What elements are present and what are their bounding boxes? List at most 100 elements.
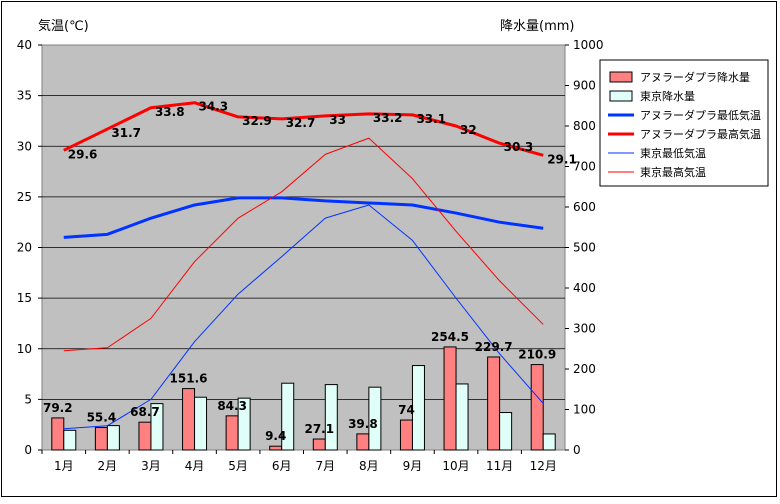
- legend-label: アヌラーダプラ降水量: [640, 70, 750, 84]
- bar: [411, 365, 425, 451]
- line-data-label: 33.2: [373, 111, 403, 125]
- grid-lines: [42, 95, 565, 400]
- bar-data-label: 9.4: [265, 429, 286, 443]
- bar: [269, 445, 283, 451]
- bar-data-label: 151.6: [170, 372, 208, 386]
- bar-data-label: 55.4: [87, 411, 117, 425]
- bar: [356, 433, 370, 451]
- bar: [51, 417, 65, 451]
- y-right-tick-label: 100: [573, 403, 596, 417]
- bar: [530, 364, 544, 451]
- y-right-tick-label: 200: [573, 362, 596, 376]
- bar-data-label: 68.7: [130, 405, 160, 419]
- y-right-tick-label: 500: [573, 241, 596, 255]
- y-left-tick-label: 40: [17, 38, 32, 52]
- bar: [150, 403, 164, 451]
- bar: [63, 429, 77, 451]
- x-tick-label: 9月: [403, 459, 423, 473]
- bar: [487, 356, 501, 451]
- legend-label: アヌラーダプラ最高気温: [640, 127, 761, 141]
- line-data-label: 32.7: [286, 116, 316, 130]
- bar: [312, 438, 326, 451]
- bar: [94, 427, 108, 451]
- bar-layer: [51, 346, 556, 451]
- bar: [399, 419, 413, 451]
- line-data-label: 30.3: [504, 140, 534, 154]
- line-data-label: 33.8: [155, 105, 185, 119]
- bar-data-label: 74: [398, 403, 415, 417]
- bar: [194, 396, 208, 451]
- x-tick-label: 6月: [272, 459, 292, 473]
- series-line: [63, 137, 544, 352]
- data-label-layer: 79.2 55.4 68.7 151.6 84.3 9.4 27.1 39.8 74 254.5 2…: [43, 100, 577, 443]
- legend-swatch: [609, 71, 633, 83]
- x-tick-label: 8月: [359, 459, 379, 473]
- axis-layer: 0510152025303540010020030040050060070080…: [17, 38, 604, 473]
- y-left-tick-label: 15: [17, 291, 32, 305]
- x-tick-label: 12月: [530, 459, 557, 473]
- bar: [455, 383, 469, 451]
- y-right-tick-label: 0: [573, 443, 581, 457]
- y-right-tick-label: 1000: [573, 38, 604, 52]
- bar: [138, 421, 152, 451]
- y-right-tick-label: 400: [573, 281, 596, 295]
- bar: [106, 425, 120, 451]
- y-axis-right-title: 降水量(mm): [500, 19, 574, 34]
- y-right-tick-label: 300: [573, 322, 596, 336]
- legend-label: 東京最低気温: [640, 146, 706, 160]
- bar-data-label: 84.3: [217, 399, 247, 413]
- x-tick-label: 11月: [486, 459, 513, 473]
- x-tick-label: 2月: [98, 459, 118, 473]
- bar: [368, 386, 382, 451]
- series-line: [63, 204, 544, 430]
- y-axis-left-title: 気温(℃): [38, 18, 89, 34]
- bar: [182, 388, 196, 451]
- x-tick-label: 5月: [228, 459, 248, 473]
- x-tick-label: 1月: [54, 459, 74, 473]
- bar-data-label: 27.1: [304, 422, 334, 436]
- y-left-tick-label: 35: [17, 89, 32, 103]
- x-tick-label: 10月: [442, 459, 469, 473]
- y-right-tick-label: 700: [573, 160, 596, 174]
- y-left-tick-label: 0: [24, 443, 32, 457]
- legend: アヌラーダプラ降水量東京降水量アヌラーダプラ最低気温アヌラーダプラ最高気温東京最…: [599, 59, 769, 187]
- line-data-label: 34.3: [199, 100, 229, 114]
- y-left-tick-label: 25: [17, 190, 32, 204]
- y-left-tick-label: 30: [17, 139, 32, 153]
- bar-data-label: 210.9: [518, 348, 556, 362]
- y-right-tick-label: 800: [573, 119, 596, 133]
- legend-label: 東京降水量: [640, 89, 695, 103]
- line-data-label: 33.1: [416, 112, 446, 126]
- x-tick-label: 7月: [315, 459, 335, 473]
- line-data-label: 33: [329, 113, 346, 127]
- line-layer: [63, 101, 544, 430]
- legend-label: アヌラーダプラ最低気温: [640, 108, 761, 122]
- y-left-tick-label: 5: [24, 392, 32, 406]
- series-line: [63, 101, 544, 157]
- bar-data-label: 39.8: [348, 417, 378, 431]
- line-data-label: 29.6: [68, 147, 98, 161]
- x-tick-label: 3月: [141, 459, 161, 473]
- line-data-label: 29.1: [547, 152, 577, 166]
- bar: [542, 433, 556, 451]
- x-tick-label: 4月: [185, 459, 205, 473]
- line-data-label: 32.9: [242, 114, 272, 128]
- bar: [237, 397, 251, 451]
- y-right-tick-label: 600: [573, 200, 596, 214]
- bar-data-label: 229.7: [475, 340, 513, 354]
- series-line: [63, 196, 544, 239]
- y-left-tick-label: 20: [17, 241, 32, 255]
- legend-swatch: [609, 90, 633, 102]
- bar: [281, 382, 295, 451]
- bar: [443, 346, 457, 451]
- legend-label: 東京最高気温: [640, 165, 706, 179]
- y-left-tick-label: 10: [17, 342, 32, 356]
- bar: [324, 384, 338, 451]
- line-data-label: 31.7: [111, 126, 141, 140]
- bar: [499, 412, 513, 451]
- bar-data-label: 254.5: [431, 330, 469, 344]
- bar: [225, 415, 239, 451]
- bar-data-label: 79.2: [43, 401, 73, 415]
